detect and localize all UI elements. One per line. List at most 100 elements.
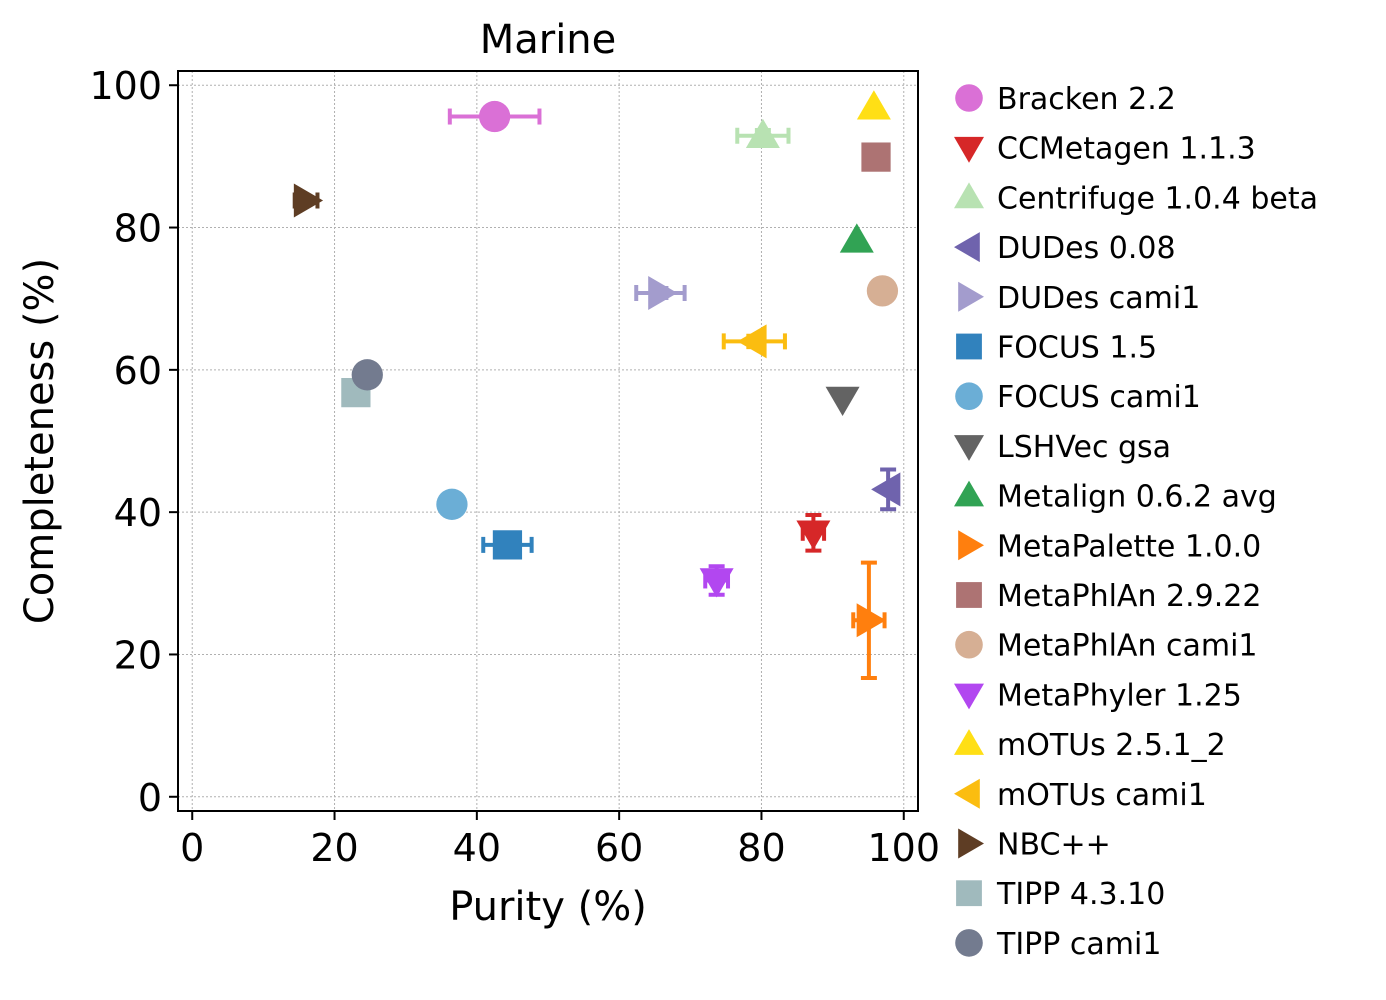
x-tick-label: 0 (180, 826, 204, 870)
legend-label: MetaPalette 1.0.0 (997, 529, 1261, 564)
legend-marker (958, 281, 984, 312)
legend-marker (958, 828, 984, 859)
legend-marker (954, 729, 984, 755)
legend-entry: FOCUS cami1 (955, 380, 1201, 415)
data-point-group (871, 467, 901, 512)
data-point-group (866, 275, 899, 307)
data-point (745, 118, 780, 148)
legend: Bracken 2.2 CCMetagen 1.1.3 Centrifuge 1.0… (954, 82, 1318, 962)
data-point (737, 324, 767, 359)
data-point-group (851, 560, 887, 680)
legend-label: TIPP 4.3.10 (996, 877, 1165, 912)
legend-label: mOTUs 2.5.1_2 (997, 728, 1226, 763)
axis-ticks: 0 20 40 60 80 100 0 20 40 60 80 100 (89, 64, 940, 870)
data-point (856, 603, 886, 638)
data-point (866, 275, 899, 307)
legend-entry: Metalign 0.6.2 avg (954, 480, 1277, 515)
data-point-group (825, 386, 860, 417)
legend-marker (956, 582, 982, 608)
legend-label: TIPP cami1 (996, 927, 1161, 962)
data-point-group (634, 276, 687, 310)
legend-marker (954, 232, 980, 263)
data-point (293, 183, 324, 218)
legend-entry: CCMetagen 1.1.3 (954, 132, 1256, 167)
data-point-group (436, 488, 468, 520)
data-point (856, 90, 891, 120)
legend-marker (954, 683, 984, 710)
legend-entry: LSHVec gsa (954, 430, 1171, 465)
legend-entry: NBC++ (958, 828, 1111, 863)
data-point (796, 520, 831, 550)
legend-label: Centrifuge 1.0.4 beta (997, 181, 1318, 216)
legend-label: MetaPhlAn 2.9.22 (997, 579, 1261, 614)
y-tick-label: 60 (114, 349, 162, 393)
data-point (648, 276, 678, 310)
legend-label: DUDes cami1 (997, 281, 1200, 316)
legend-marker (954, 480, 984, 507)
x-axis-label: Purity (%) (449, 884, 647, 930)
legend-entry: MetaPhlAn 2.9.22 (956, 579, 1261, 614)
x-tick-label: 100 (868, 826, 941, 870)
y-tick-label: 0 (138, 776, 162, 820)
legend-marker (954, 136, 984, 163)
data-point-group (447, 100, 542, 133)
data-point-group (856, 90, 891, 120)
legend-marker (955, 382, 983, 411)
chart-title: Marine (480, 17, 617, 63)
data-point (839, 223, 874, 253)
legend-label: CCMetagen 1.1.3 (997, 132, 1256, 167)
data-point-group (721, 324, 787, 359)
legend-entry: mOTUs 2.5.1_2 (954, 728, 1226, 763)
y-axis-label: Completeness (%) (17, 258, 63, 624)
legend-entry: TIPP cami1 (955, 927, 1161, 962)
y-tick-label: 100 (89, 64, 162, 108)
legend-marker (956, 880, 982, 907)
data-point-group (839, 223, 874, 253)
legend-label: DUDes 0.08 (997, 231, 1176, 266)
legend-marker (955, 929, 983, 957)
legend-marker (958, 530, 984, 561)
y-tick-label: 20 (114, 633, 162, 677)
data-point-group (481, 530, 534, 560)
y-tick-label: 40 (114, 491, 162, 535)
x-tick-label: 60 (595, 826, 643, 870)
legend-entry: MetaPhlAn cami1 (955, 629, 1258, 664)
legend-marker (954, 778, 980, 809)
y-tick-label: 80 (114, 207, 162, 251)
legend-label: Bracken 2.2 (997, 82, 1176, 117)
data-point (871, 472, 901, 507)
data-point-group (699, 564, 734, 598)
legend-entry: TIPP 4.3.10 (956, 877, 1165, 912)
data-point (478, 100, 511, 133)
legend-entry: Bracken 2.2 (955, 82, 1176, 117)
legend-entry: MetaPhyler 1.25 (954, 678, 1242, 713)
grid-lines (178, 71, 918, 811)
data-point (699, 568, 734, 598)
data-point (351, 359, 383, 391)
legend-label: MetaPhyler 1.25 (997, 678, 1242, 713)
data-point-group (861, 142, 891, 172)
data-point-group (796, 513, 831, 553)
data-point (492, 530, 523, 560)
legend-entry: Centrifuge 1.0.4 beta (954, 181, 1318, 216)
legend-marker (955, 630, 983, 659)
legend-entry: DUDes cami1 (958, 281, 1200, 316)
x-tick-label: 20 (310, 826, 358, 870)
data-point-group (351, 359, 383, 391)
legend-label: Metalign 0.6.2 avg (997, 480, 1277, 515)
legend-entry: MetaPalette 1.0.0 (958, 529, 1261, 564)
data-point-group (292, 183, 324, 218)
legend-entry: mOTUs cami1 (954, 778, 1207, 813)
legend-label: FOCUS cami1 (997, 380, 1201, 415)
legend-marker (956, 333, 982, 360)
legend-label: FOCUS 1.5 (997, 331, 1157, 366)
data-point (436, 488, 468, 520)
legend-marker (954, 435, 984, 461)
legend-marker (954, 182, 984, 209)
legend-label: NBC++ (997, 828, 1111, 863)
legend-label: LSHVec gsa (997, 430, 1171, 465)
legend-marker (955, 84, 983, 112)
data-point (861, 142, 891, 172)
